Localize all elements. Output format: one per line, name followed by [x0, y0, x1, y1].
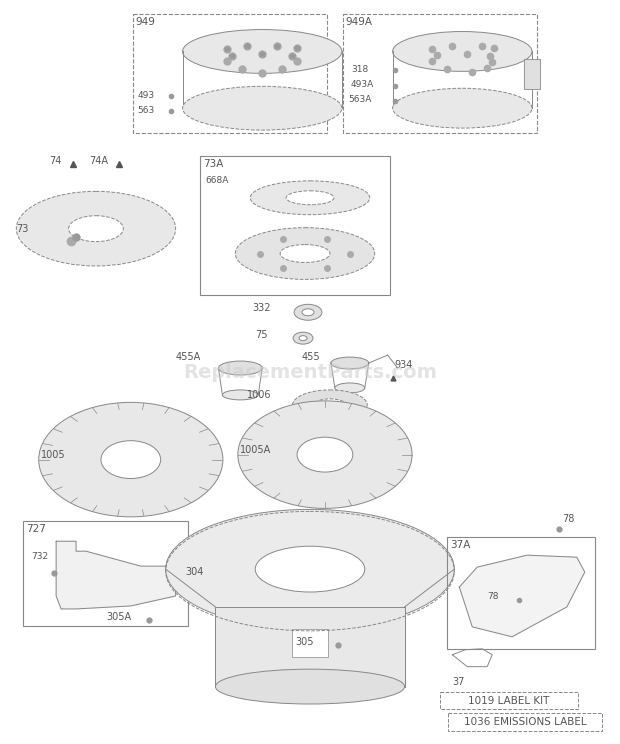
- Ellipse shape: [101, 440, 161, 478]
- Bar: [133, 13, 327, 133]
- Bar: [215, 607, 405, 687]
- Text: 73A: 73A: [203, 159, 224, 169]
- Ellipse shape: [392, 31, 532, 71]
- Ellipse shape: [392, 89, 532, 128]
- Text: 1005: 1005: [41, 449, 66, 460]
- Text: 304: 304: [185, 567, 204, 577]
- Text: 305A: 305A: [106, 612, 131, 622]
- Text: 305: 305: [295, 637, 314, 647]
- Ellipse shape: [250, 181, 370, 215]
- Ellipse shape: [286, 190, 334, 205]
- Ellipse shape: [297, 437, 353, 472]
- Text: 563A: 563A: [348, 95, 371, 104]
- Ellipse shape: [294, 304, 322, 320]
- Text: 75: 75: [255, 330, 268, 340]
- Ellipse shape: [16, 191, 175, 266]
- Text: 455A: 455A: [175, 352, 201, 362]
- Text: 1019 LABEL KIT: 1019 LABEL KIT: [469, 696, 550, 705]
- Polygon shape: [56, 541, 175, 609]
- Ellipse shape: [299, 336, 307, 341]
- Text: ReplacementParts.com: ReplacementParts.com: [183, 362, 437, 382]
- Ellipse shape: [293, 332, 313, 344]
- Text: 949A: 949A: [346, 16, 373, 27]
- Ellipse shape: [182, 86, 342, 130]
- Text: 1036 EMISSIONS LABEL: 1036 EMISSIONS LABEL: [464, 717, 587, 728]
- Ellipse shape: [331, 357, 369, 369]
- Text: 727: 727: [26, 525, 46, 534]
- Bar: [343, 13, 537, 133]
- Ellipse shape: [182, 30, 342, 74]
- Ellipse shape: [238, 401, 412, 508]
- Text: 318: 318: [351, 65, 368, 74]
- Text: 934: 934: [394, 360, 413, 370]
- Ellipse shape: [223, 390, 259, 400]
- Text: 73: 73: [16, 224, 29, 234]
- Bar: [292, 629, 328, 657]
- Text: 37: 37: [453, 676, 465, 687]
- Text: 1005A: 1005A: [241, 445, 272, 455]
- Ellipse shape: [166, 510, 454, 629]
- Bar: [440, 692, 578, 710]
- Ellipse shape: [255, 546, 365, 592]
- Ellipse shape: [293, 390, 367, 420]
- Bar: [24, 522, 188, 626]
- Ellipse shape: [314, 399, 346, 411]
- Text: 78: 78: [562, 514, 574, 525]
- Bar: [200, 156, 389, 295]
- Ellipse shape: [302, 309, 314, 315]
- Text: 332: 332: [252, 304, 271, 313]
- Bar: [524, 60, 540, 89]
- Ellipse shape: [69, 216, 123, 242]
- Ellipse shape: [236, 228, 374, 280]
- Text: 949: 949: [136, 16, 156, 27]
- Bar: [448, 537, 595, 649]
- Text: 493A: 493A: [351, 80, 374, 89]
- Text: 493: 493: [138, 92, 155, 100]
- Text: 74A: 74A: [89, 156, 108, 166]
- Text: 78: 78: [487, 592, 498, 601]
- Ellipse shape: [215, 669, 405, 704]
- Text: 37A: 37A: [450, 540, 471, 551]
- Ellipse shape: [280, 245, 330, 263]
- Text: 1006: 1006: [247, 390, 272, 400]
- Ellipse shape: [335, 383, 365, 393]
- Text: 563: 563: [138, 106, 155, 115]
- Text: 732: 732: [31, 551, 48, 561]
- Text: 455: 455: [302, 352, 321, 362]
- Ellipse shape: [38, 403, 223, 517]
- Text: 668A: 668A: [205, 176, 229, 185]
- Ellipse shape: [218, 361, 262, 375]
- Text: 74: 74: [49, 156, 61, 166]
- Polygon shape: [459, 555, 585, 637]
- Bar: [448, 713, 601, 731]
